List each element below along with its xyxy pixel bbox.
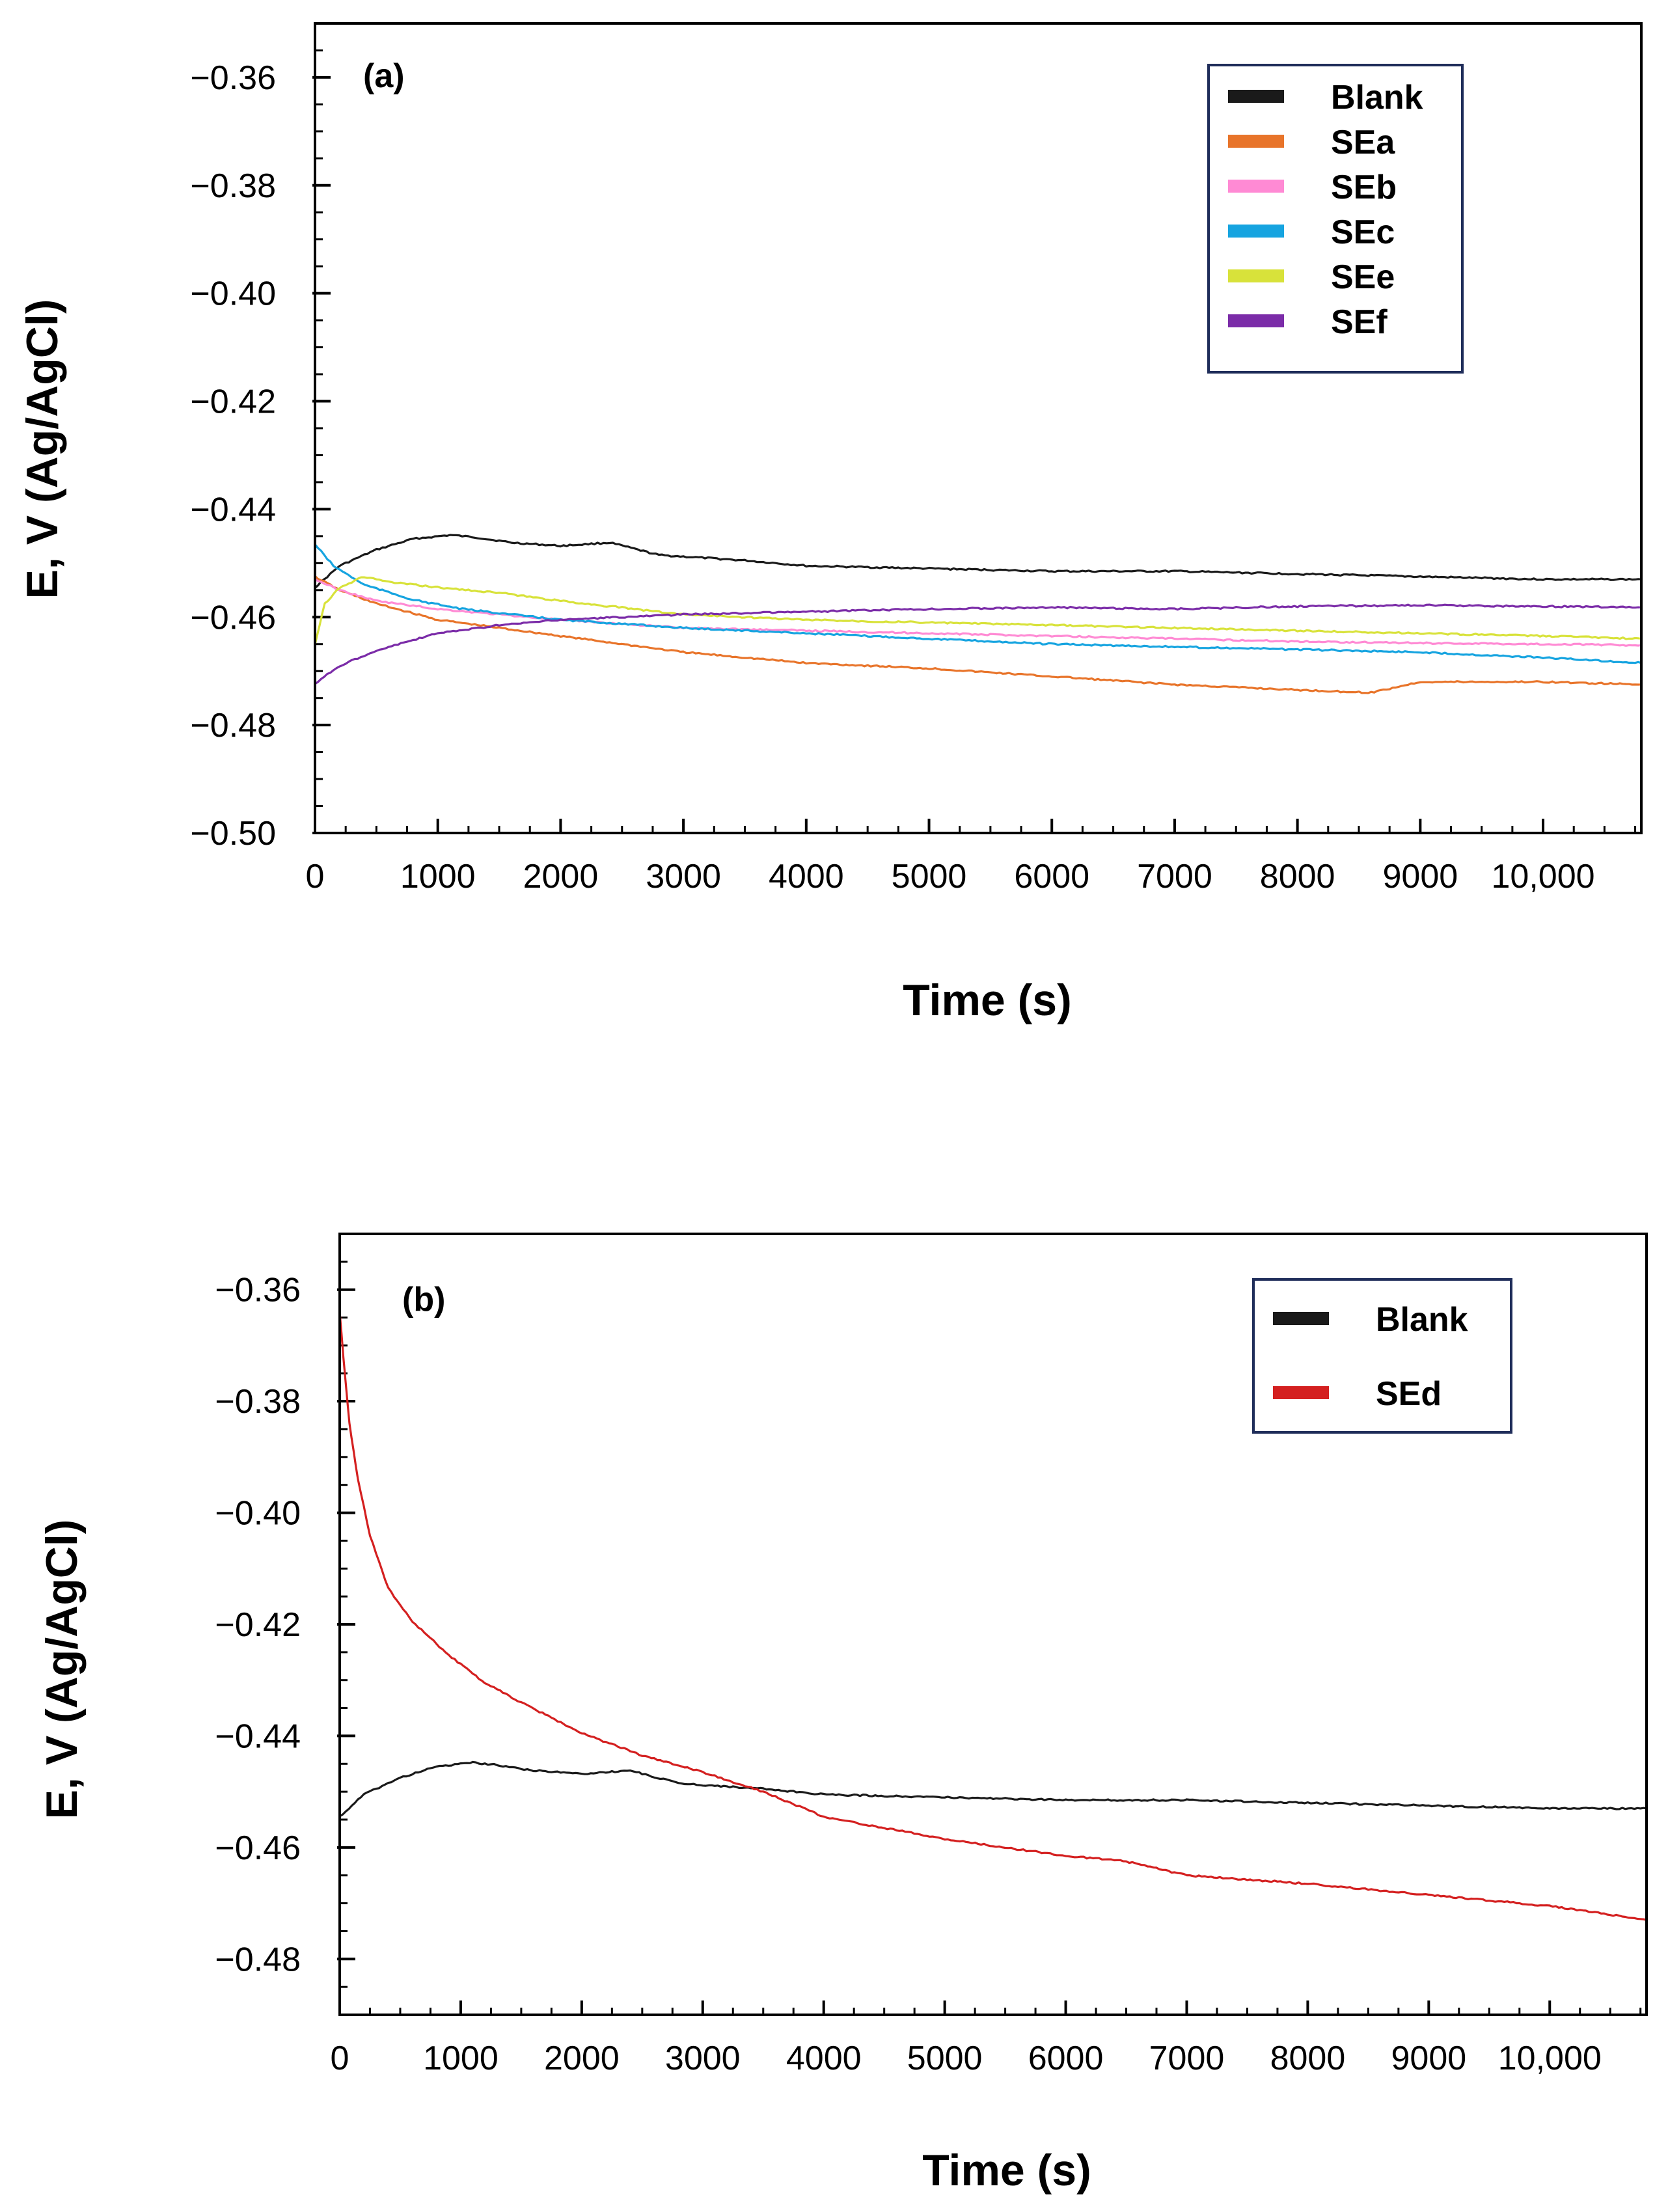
b-y-tick-label: −0.38 [215, 1383, 301, 1421]
panel-b-y-tick-labels: −0.36 −0.38 −0.40 −0.42 −0.44 −0.46 −0.48 [215, 1272, 301, 1979]
b-x-tick-label: 6000 [1028, 2040, 1104, 2077]
b-legend-swatch-sed [1273, 1386, 1329, 1399]
panel-a-series [314, 534, 1642, 694]
b-series-sed-line [338, 1311, 1647, 1921]
b-x-tick-label: 3000 [665, 2040, 741, 2077]
panel-a-legend: Blank SEa SEb SEc SEe SEf [1207, 64, 1464, 374]
a-x-tick-label: 8000 [1260, 858, 1335, 895]
a-legend-swatch-see [1228, 269, 1284, 282]
b-legend-label-sed: SEd [1376, 1375, 1442, 1413]
b-y-tick-label: −0.40 [215, 1495, 301, 1533]
b-x-tick-label: 1000 [423, 2040, 499, 2077]
panel-b-series [338, 1311, 1647, 1921]
a-series-see-line [314, 576, 1642, 645]
a-legend-swatch-sec [1228, 225, 1284, 238]
panel-a-y-axis-title: E, V (Ag/AgCl) [18, 299, 67, 599]
b-x-tick-label: 2000 [544, 2040, 620, 2077]
a-legend-swatch-sef [1228, 314, 1284, 327]
a-x-tick-label: 2000 [523, 858, 599, 895]
b-x-tick-label: 9000 [1391, 2040, 1466, 2077]
b-legend-label-blank: Blank [1376, 1301, 1468, 1339]
a-legend-label-sea: SEa [1331, 124, 1395, 161]
panel-a-x-axis-title: Time (s) [903, 976, 1071, 1025]
panel-a-y-tick-labels: −0.36 −0.38 −0.40 −0.42 −0.44 −0.46 −0.48 −0.50 [190, 59, 276, 853]
b-y-tick-label: −0.48 [215, 1941, 301, 1978]
a-legend-label-blank: Blank [1331, 79, 1423, 116]
a-legend-label-see: SEe [1331, 258, 1395, 296]
panel-b-x-tick-labels: 0 1000 2000 3000 4000 5000 6000 7000 8000 9000 10,… [331, 2040, 1602, 2077]
a-x-tick-label: 10,000 [1492, 858, 1595, 895]
b-legend-swatch-blank [1273, 1312, 1329, 1325]
panel-a-x-tick-labels: 0 1000 2000 3000 4000 5000 6000 7000 8000 9000 10,… [306, 858, 1595, 895]
a-x-tick-label: 9000 [1382, 858, 1458, 895]
a-x-tick-label: 3000 [646, 858, 721, 895]
a-y-tick-label: −0.42 [190, 383, 276, 421]
b-y-tick-label: −0.46 [215, 1829, 301, 1867]
b-x-tick-label: 10,000 [1498, 2040, 1602, 2077]
b-series-blank-line [339, 1760, 1647, 1818]
a-series-sea-line [314, 575, 1642, 694]
a-y-tick-label: −0.40 [190, 275, 276, 313]
a-y-tick-label: −0.50 [190, 815, 276, 853]
a-legend-swatch-seb [1228, 180, 1284, 193]
b-x-tick-label: 4000 [786, 2040, 862, 2077]
b-x-tick-label: 5000 [907, 2040, 983, 2077]
a-x-tick-label: 0 [306, 858, 325, 895]
chart-panel-b: −0.36 −0.38 −0.40 −0.42 −0.44 −0.46 −0.48 0 100… [37, 1233, 1648, 2195]
b-legend-box [1252, 1278, 1512, 1434]
a-y-tick-label: −0.38 [190, 167, 276, 205]
a-series-sec-line [314, 543, 1642, 664]
b-y-tick-label: −0.36 [215, 1272, 301, 1309]
panel-b-plot-frame [338, 1233, 1648, 2016]
chart-panel-a: −0.36 −0.38 −0.40 −0.42 −0.44 −0.46 −0.48 −0.50… [18, 22, 1643, 1025]
a-x-tick-label: 1000 [400, 858, 476, 895]
a-y-tick-label: −0.48 [190, 707, 276, 744]
panel-b-label: (b) [402, 1281, 445, 1318]
panel-b-x-axis-title: Time (s) [922, 2146, 1091, 2195]
a-series-blank-line [314, 534, 1642, 589]
a-legend-label-seb: SEb [1331, 169, 1397, 206]
panel-a-label: (a) [363, 57, 405, 95]
a-y-tick-label: −0.44 [190, 491, 276, 528]
a-y-tick-label: −0.46 [190, 599, 276, 636]
panel-b-y-axis-title: E, V (Ag/AgCl) [37, 1520, 87, 1820]
b-y-tick-label: −0.44 [215, 1717, 301, 1755]
a-x-tick-label: 6000 [1014, 858, 1089, 895]
panel-a-plot-frame [314, 22, 1643, 834]
a-x-tick-label: 7000 [1137, 858, 1212, 895]
a-legend-swatch-sea [1228, 135, 1284, 148]
a-x-tick-label: 5000 [892, 858, 967, 895]
a-y-tick-label: −0.36 [190, 59, 276, 97]
b-x-tick-label: 7000 [1149, 2040, 1225, 2077]
b-x-tick-label: 0 [331, 2040, 349, 2077]
a-x-tick-label: 4000 [769, 858, 844, 895]
a-legend-label-sef: SEf [1331, 303, 1388, 341]
b-x-tick-label: 8000 [1270, 2040, 1346, 2077]
a-series-sef-line [314, 603, 1642, 685]
a-series-seb-line [314, 578, 1642, 647]
a-legend-label-sec: SEc [1331, 213, 1395, 251]
b-y-tick-label: −0.42 [215, 1606, 301, 1644]
a-legend-swatch-blank [1228, 90, 1284, 103]
panel-b-legend: Blank SEd [1252, 1278, 1512, 1434]
